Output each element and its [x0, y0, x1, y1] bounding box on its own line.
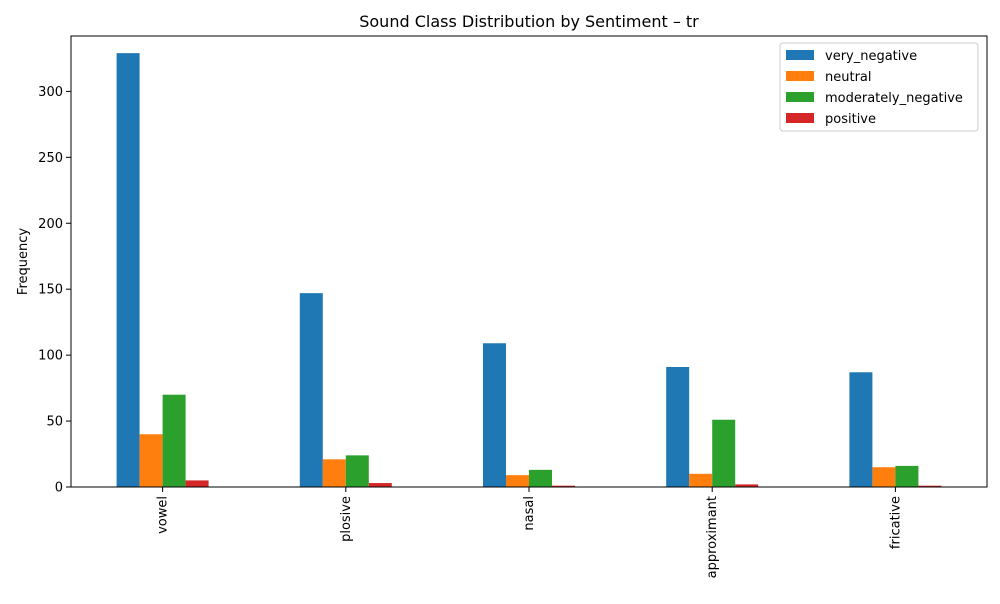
legend-swatch-positive: [786, 113, 814, 123]
x-tick-label: plosive: [339, 496, 354, 542]
bar-very_negative-fricative: [849, 372, 873, 487]
bar-neutral-approximant: [689, 473, 713, 487]
bar-very_negative-plosive: [299, 293, 323, 487]
legend-label-very_negative: very_negative: [825, 49, 917, 64]
bar-positive-approximant: [735, 484, 759, 487]
bar-positive-fricative: [918, 485, 942, 487]
x-tick-label: vowel: [156, 496, 171, 534]
bar-neutral-nasal: [506, 475, 529, 487]
y-tick-label: 100: [38, 349, 63, 364]
bar-moderately_negative-vowel: [162, 394, 186, 487]
bar-very_negative-vowel: [116, 53, 140, 487]
bar-positive-vowel: [185, 480, 209, 487]
legend-swatch-neutral: [786, 71, 814, 81]
bars-layer: [116, 53, 942, 487]
bar-moderately_negative-nasal: [529, 469, 552, 487]
bar-positive-plosive: [368, 483, 392, 487]
y-axis-label: Frequency: [16, 228, 31, 295]
bar-moderately_negative-plosive: [345, 455, 369, 487]
legend-label-positive: positive: [825, 112, 876, 127]
y-tick-label: 0: [55, 481, 63, 496]
y-tick-label: 200: [38, 217, 63, 232]
bar-very_negative-approximant: [666, 366, 690, 487]
plot-frame: [70, 35, 988, 488]
y-tick-label: 50: [46, 415, 63, 430]
chart-title: Sound Class Distribution by Sentiment – …: [359, 12, 699, 31]
bar-moderately_negative-fricative: [895, 465, 919, 487]
bar-neutral-plosive: [322, 459, 346, 487]
bar-neutral-vowel: [139, 434, 163, 487]
legend-label-moderately_negative: moderately_negative: [825, 91, 963, 106]
bar-moderately_negative-approximant: [712, 419, 736, 487]
x-tick-label: nasal: [522, 496, 537, 531]
bar-neutral-fricative: [872, 467, 896, 487]
bar-positive-nasal: [552, 485, 575, 487]
legend-label-neutral: neutral: [825, 70, 872, 85]
legend-swatch-very_negative: [786, 50, 814, 60]
legend-swatch-moderately_negative: [786, 92, 814, 102]
x-tick-label: fricative: [888, 496, 903, 549]
y-tick-label: 300: [38, 85, 63, 100]
y-tick-label: 250: [38, 151, 63, 166]
x-tick-label: approximant: [705, 496, 720, 578]
ticks-layer: vowel plosive nasal approximant fricative 0 50…: [38, 85, 903, 578]
y-tick-label: 150: [38, 283, 63, 298]
bar-very_negative-nasal: [483, 343, 506, 487]
legend-box: [779, 42, 979, 132]
